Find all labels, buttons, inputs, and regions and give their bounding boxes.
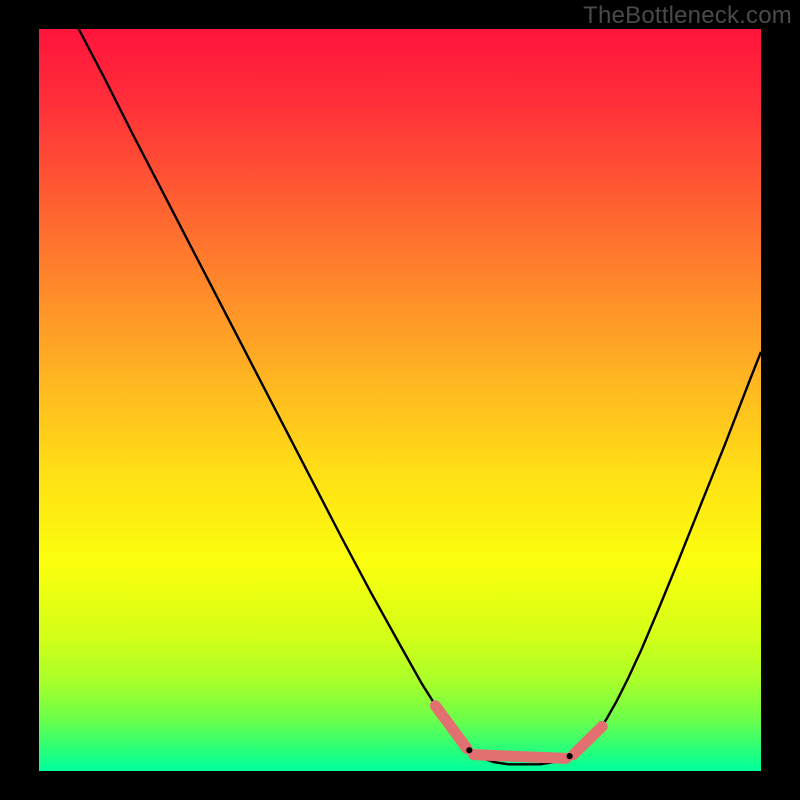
bottleneck-curve-chart: [0, 0, 800, 800]
chart-root: TheBottleneck.com: [0, 0, 800, 800]
curve-marker: [466, 747, 472, 753]
plot-background: [39, 29, 761, 771]
highlight-segment: [474, 755, 566, 759]
curve-marker: [567, 753, 573, 759]
